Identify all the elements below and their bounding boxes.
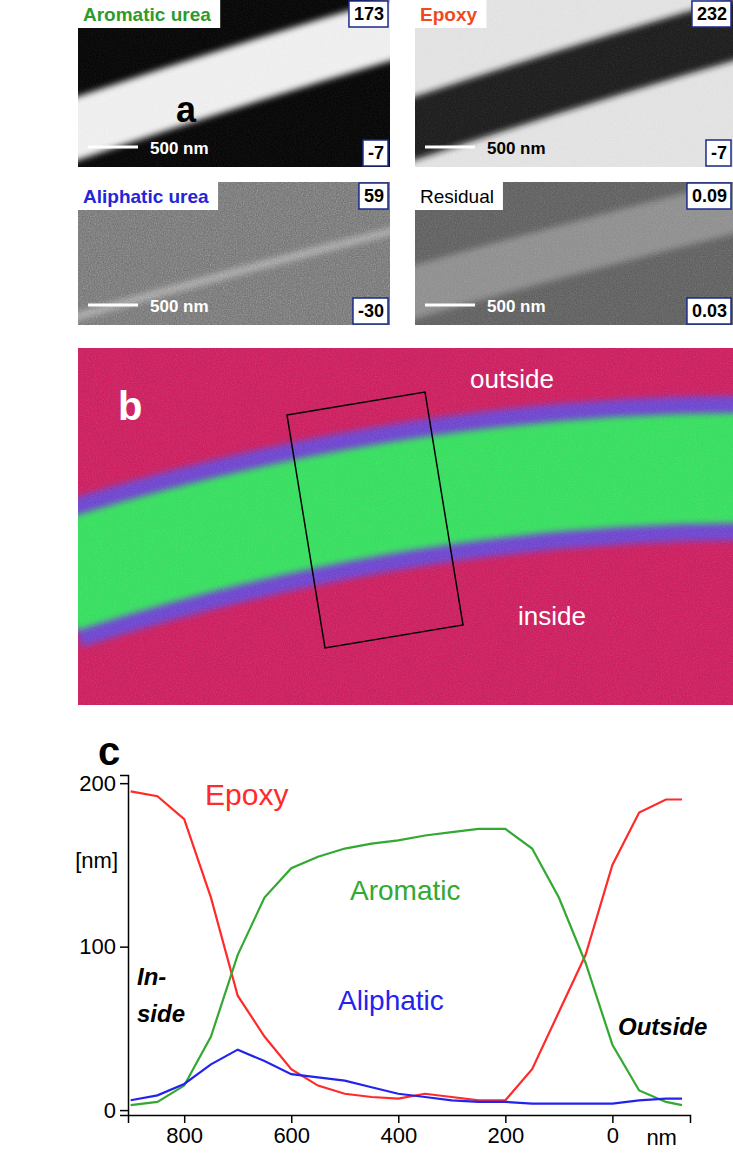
tick-label: 100 [79,934,116,959]
micrograph [415,182,733,325]
image-noise [78,0,390,167]
scale-bar [88,304,138,307]
series-label: Aromatic [350,875,460,906]
image-title: Epoxy [420,4,477,25]
scale-value: -7 [711,143,727,163]
panel-letter: c [98,729,120,773]
micrograph [78,0,390,167]
scale-bar-label: 500 nm [487,297,546,316]
scale-bar-label: 500 nm [150,297,209,316]
annotation: In-side [137,963,185,1027]
scale-bar-label: 500 nm [150,139,209,158]
region-label: outside [470,364,554,394]
annotation: Outside [618,1013,707,1040]
image-background [78,0,390,167]
value-box [353,298,388,324]
tick-label: 600 [273,1123,310,1148]
title-box [415,182,503,210]
tick-label: 0 [104,1098,116,1123]
x-axis: 800 600 400 200 0 [129,1115,691,1148]
image-panel: Aromatic urea 173 -7 500 nm [62,0,405,167]
y-axis: 0 100 200 [79,771,128,1123]
scale-bar-label: 500 nm [487,139,546,158]
micrograph [415,0,733,167]
image-panel: Epoxy 232 -7 500 nm [399,0,733,167]
micrograph [78,182,390,325]
tick: 0 [607,1115,619,1148]
image-background [78,348,733,705]
value-box [687,183,731,209]
tick: 200 [487,1115,524,1148]
axis-line [120,776,129,1116]
tick: 100 [79,934,128,959]
value-box [687,298,731,324]
figure: Aromatic urea 173 -7 500 nm Epoxy 232 -7 500 nm… [0,0,733,1165]
tick: 800 [166,1115,203,1148]
line-chart: 0 100 200 800 600 400 200 0 nm [nm] Epoxy Aromatic A… [75,729,707,1150]
series-line [131,829,682,1105]
tick: 200 [79,771,128,796]
image-background [415,182,733,325]
scale-value: 232 [697,4,727,24]
tick-mark [120,1110,128,1112]
image-noise [415,0,733,167]
panel-letter: b [118,384,142,428]
value-box [359,183,388,209]
composite-image [78,348,733,705]
image-background [415,0,733,167]
image-panel: Aliphatic urea 59 -30 500 nm [62,182,405,325]
tick-label: 0 [607,1123,619,1148]
image-title: Aliphatic urea [83,186,209,207]
tick: 600 [273,1115,310,1148]
tick-mark [120,783,128,785]
image-title: Residual [420,186,494,207]
series-label: Aliphatic [338,985,444,1016]
tick-label: 200 [79,771,116,796]
scale-bar [425,146,475,149]
image-title: Aromatic urea [83,4,211,25]
profile-box [287,392,463,648]
value-box [706,140,731,166]
value-box [363,140,388,166]
title-box [78,182,218,210]
scale-value: 59 [364,186,384,206]
title-box [415,0,486,28]
image-noise [78,182,390,325]
value-box [692,1,731,27]
tick: 400 [380,1115,417,1148]
image-noise [78,348,733,705]
image-noise [415,182,733,325]
scale-bar [88,146,138,149]
scale-bar [425,304,475,307]
tick-mark [120,946,128,948]
plot-area [131,791,682,1105]
panel-letter: a [176,89,197,130]
tick-label: 800 [166,1123,203,1148]
scale-value: 0.03 [692,301,727,321]
scale-value: -30 [358,301,384,321]
scale-value: 0.09 [692,186,727,206]
title-box [78,0,220,28]
tick: 0 [104,1098,128,1123]
tick-label: 200 [487,1123,524,1148]
image-panel: b outside inside [60,348,733,705]
axis-title: nm [646,1125,677,1150]
series-line [131,1050,682,1104]
scale-value: -7 [368,143,384,163]
image-background [78,182,390,325]
value-box [349,1,388,27]
tick-label: 400 [380,1123,417,1148]
image-panel: Residual 0.09 0.03 500 nm [399,182,733,325]
series-line [131,791,682,1100]
region-label: inside [518,601,586,631]
axis-title: [nm] [75,848,118,873]
series-label: Epoxy [205,778,288,811]
scale-value: 173 [354,4,384,24]
